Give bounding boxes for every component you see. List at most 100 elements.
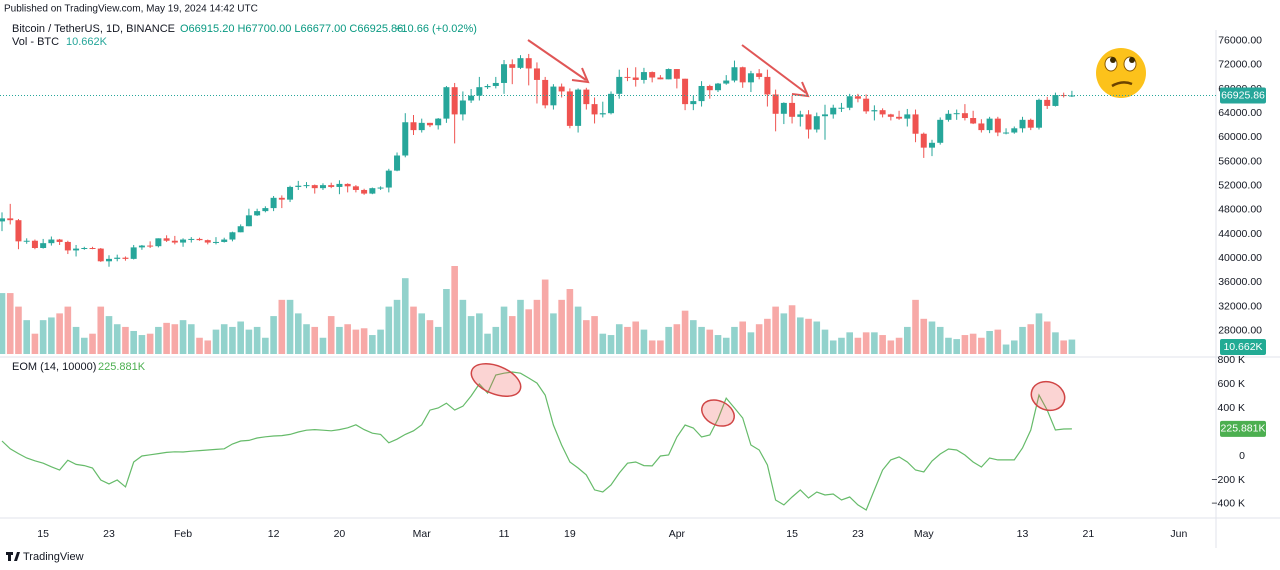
candle-body xyxy=(854,96,861,99)
volume-bar xyxy=(665,326,672,354)
volume-bar xyxy=(443,289,450,354)
volume-bar xyxy=(163,322,170,354)
volume-bar xyxy=(278,299,286,354)
volume-bar xyxy=(953,339,960,354)
candle-body xyxy=(756,73,763,77)
y-tick-label: 64000.00 xyxy=(1218,107,1262,119)
volume-bar xyxy=(681,310,689,354)
y-tick-label: 76000.00 xyxy=(1218,34,1262,46)
eom-legend-value: 225.881K xyxy=(98,361,146,373)
candle-body xyxy=(237,226,244,233)
x-tick-label: Mar xyxy=(413,528,432,540)
eom-value-label: 225.881K xyxy=(1221,423,1266,435)
volume-bar xyxy=(360,328,368,354)
volume-bar xyxy=(772,306,779,354)
candle-body xyxy=(64,241,71,251)
volume-bar xyxy=(1019,326,1026,354)
eom-tick-label: 800 K xyxy=(1218,354,1245,366)
emoji xyxy=(1096,48,1146,98)
volume-bar xyxy=(97,306,105,354)
arrow xyxy=(527,39,587,81)
candle-body xyxy=(196,238,203,241)
candle-body xyxy=(492,82,499,86)
volume-layer xyxy=(0,266,1076,354)
volume-bar xyxy=(385,306,393,354)
candle-body xyxy=(879,110,886,115)
volume-bar xyxy=(862,332,870,354)
candle-body xyxy=(550,86,557,106)
volume-bar xyxy=(764,318,771,354)
volume-bar xyxy=(706,329,714,354)
volume-bar xyxy=(731,326,738,354)
volume-bar xyxy=(805,318,812,354)
candle-body xyxy=(1052,95,1059,106)
y-tick-label: 72000.00 xyxy=(1218,59,1262,71)
x-tick-label: 15 xyxy=(37,528,49,540)
volume-bar xyxy=(138,335,146,354)
candle-body xyxy=(48,239,55,244)
volume-bar xyxy=(640,329,648,354)
eom-legend: EOM (14, 10000) xyxy=(12,361,96,373)
volume-bar xyxy=(722,337,730,354)
eom-tick-label: 600 K xyxy=(1218,378,1245,390)
highlight xyxy=(470,363,522,397)
volume-bar xyxy=(187,324,195,354)
candle-body xyxy=(871,110,878,112)
candle-body xyxy=(904,114,911,119)
volume-bar xyxy=(550,313,557,354)
volume-bar xyxy=(887,340,895,354)
volume-bar xyxy=(1002,344,1010,354)
candle-body xyxy=(1003,132,1010,134)
candle-body xyxy=(180,239,187,243)
candle-body xyxy=(336,183,343,187)
volume-box xyxy=(1220,339,1266,355)
volume-bar xyxy=(821,329,829,354)
candle-body xyxy=(566,91,573,126)
volume-bar xyxy=(755,324,763,354)
candle-body xyxy=(896,116,903,119)
volume-bar xyxy=(747,332,755,354)
candle-body xyxy=(229,232,236,240)
volume-bar xyxy=(204,340,212,354)
volume-bar xyxy=(558,299,565,354)
volume-bar xyxy=(401,278,409,354)
volume-bar xyxy=(270,316,277,354)
volume-bar xyxy=(393,299,401,354)
candle-body xyxy=(435,118,442,126)
volume-bar xyxy=(698,326,705,354)
volume-bar xyxy=(56,313,63,354)
candle-body xyxy=(476,87,483,96)
candle-body xyxy=(328,185,335,187)
candle-body xyxy=(558,86,565,92)
volume-bar xyxy=(418,313,426,354)
volume-bar xyxy=(229,326,236,354)
volume-bar xyxy=(23,320,30,354)
x-tick-label: 23 xyxy=(103,528,115,540)
volume-bar xyxy=(500,306,508,354)
volume-bar xyxy=(583,320,590,354)
arrow-head xyxy=(791,81,810,98)
candle-body xyxy=(97,248,104,262)
volume-bar xyxy=(459,299,467,354)
candle-body xyxy=(56,239,63,242)
candle-body xyxy=(73,248,80,251)
candle-body xyxy=(632,77,639,80)
candle-body xyxy=(287,186,294,200)
volume-bar xyxy=(48,317,55,354)
volume-bar xyxy=(352,329,360,354)
candle-body xyxy=(928,142,935,148)
volume-bar xyxy=(327,316,335,354)
x-tick-label: 20 xyxy=(334,528,346,540)
candle-body xyxy=(780,102,787,114)
x-tick-label: 21 xyxy=(1083,528,1095,540)
volume-bar xyxy=(1052,332,1059,354)
candle-body xyxy=(575,89,582,126)
volume-bar xyxy=(895,337,903,354)
footer-logo: TradingView xyxy=(6,551,84,563)
candle-body xyxy=(945,113,952,120)
volume-bar xyxy=(714,335,722,354)
candle-body xyxy=(608,93,615,114)
candle-body xyxy=(1019,119,1026,129)
legend-title: Bitcoin / TetherUS, 1D, BINANCE xyxy=(12,23,175,35)
